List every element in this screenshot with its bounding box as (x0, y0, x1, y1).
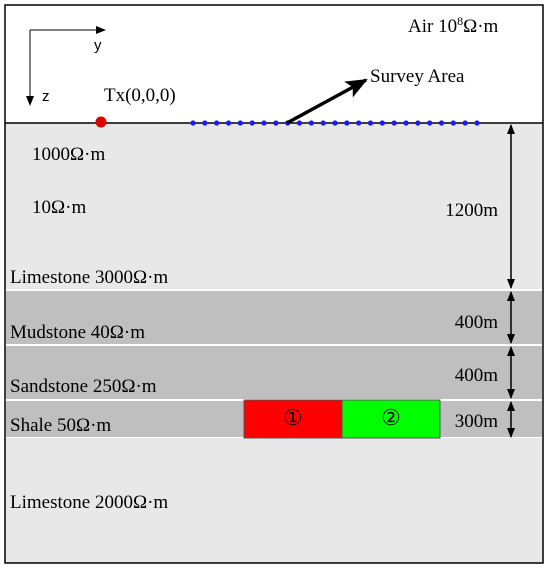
thickness-label: 1200m (445, 200, 498, 221)
receiver-point (391, 120, 397, 126)
anomaly-1-label: ① (283, 405, 303, 430)
receiver-point (344, 120, 350, 126)
receiver-point (403, 120, 409, 126)
receiver-point (474, 120, 480, 126)
receiver-point (190, 120, 196, 126)
receiver-point (308, 120, 314, 126)
anomaly-1 (243, 399, 343, 439)
thickness-label: 400m (455, 365, 499, 386)
receiver-point (214, 120, 220, 126)
survey-label: Survey Area (370, 66, 465, 87)
thickness-label: 300m (455, 411, 499, 432)
receiver-point (450, 120, 456, 126)
air-unit: Ω·m (463, 16, 498, 37)
receiver-point (415, 120, 421, 126)
survey-arrow (286, 78, 368, 125)
resistivity-label: 10Ω·m (32, 197, 86, 218)
receiver-point (320, 120, 326, 126)
receiver-point (225, 120, 232, 126)
layer-label: Limestone 2000Ω·m (10, 492, 168, 513)
receiver-point (332, 120, 338, 126)
anomaly-2-label: ② (381, 405, 401, 430)
layer-label: Shale 50Ω·m (10, 415, 111, 436)
upper-layer (5, 123, 543, 290)
layer-label: Sandstone 250Ω·m (10, 376, 157, 397)
air-exponent: 8 (457, 14, 463, 28)
air-layer (5, 5, 543, 123)
source-point (95, 116, 107, 128)
receiver-point (296, 120, 303, 126)
receiver-point (367, 120, 374, 126)
receiver-point (427, 120, 433, 126)
receiver-point (273, 120, 279, 126)
receiver-point (356, 120, 362, 126)
receiver-point (261, 120, 267, 126)
z-axis-label: z (42, 88, 50, 105)
receiver-point (202, 120, 208, 126)
anomaly-2 (341, 399, 441, 439)
receiver-line (190, 120, 480, 126)
receiver-point (438, 120, 445, 126)
receiver-point (237, 120, 243, 126)
air-label: Air 108Ω·m (408, 14, 499, 37)
receiver-point (462, 120, 468, 126)
receiver-point (379, 120, 385, 126)
resistivity-label: 1000Ω·m (32, 144, 105, 165)
y-axis-label: y (94, 37, 102, 54)
bottom-layer (5, 438, 543, 563)
air-text: Air 10 (408, 16, 457, 37)
thickness-label: 400m (455, 312, 499, 333)
layer-label: Mudstone 40Ω·m (10, 322, 145, 343)
frame (4, 4, 544, 564)
layer-label: Limestone 3000Ω·m (10, 267, 168, 288)
source-label: Tx(0,0,0) (104, 85, 176, 106)
receiver-point (249, 120, 255, 126)
